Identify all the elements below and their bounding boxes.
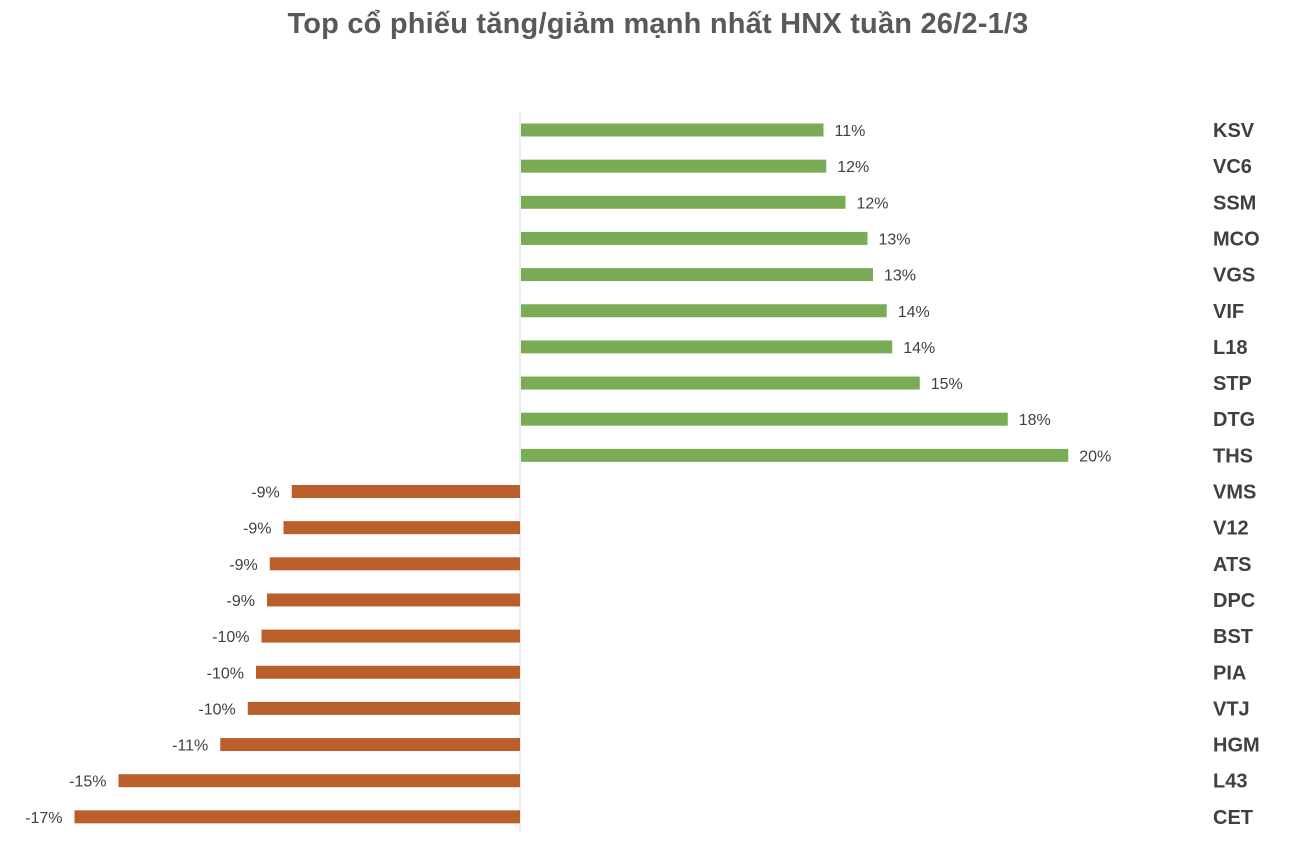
- data-label-dpc: -9%: [227, 593, 255, 610]
- category-label-dtg: DTG: [1213, 409, 1255, 431]
- bar-bst: [261, 629, 520, 643]
- category-label-ats: ATS: [1213, 554, 1252, 576]
- bar-mco: [521, 231, 868, 245]
- data-label-vtj: -10%: [198, 701, 235, 718]
- category-label-vtj: VTJ: [1213, 698, 1250, 720]
- bar-hgm: [220, 738, 520, 752]
- bar-l43: [118, 774, 520, 788]
- bar-ats: [269, 557, 520, 571]
- category-label-ssm: SSM: [1213, 192, 1256, 214]
- bar-ssm: [521, 195, 846, 209]
- data-label-pia: -10%: [207, 665, 244, 682]
- category-label-l18: L18: [1213, 337, 1247, 359]
- category-label-v12: V12: [1213, 518, 1249, 540]
- bar-ths: [521, 448, 1069, 462]
- data-label-vif: 14%: [898, 304, 930, 321]
- category-label-ths: THS: [1213, 445, 1253, 467]
- data-label-cet: -17%: [25, 810, 62, 827]
- category-label-l43: L43: [1213, 771, 1247, 793]
- category-label-mco: MCO: [1213, 228, 1260, 250]
- bar-dpc: [267, 593, 520, 607]
- data-label-l43: -15%: [69, 774, 106, 791]
- data-label-vms: -9%: [251, 485, 279, 502]
- category-label-bst: BST: [1213, 626, 1253, 648]
- category-label-dpc: DPC: [1213, 590, 1255, 612]
- data-label-ksv: 11%: [835, 123, 866, 140]
- bar-vc6: [521, 159, 827, 173]
- data-label-l18: 14%: [903, 340, 935, 357]
- category-label-pia: PIA: [1213, 662, 1246, 684]
- category-label-vif: VIF: [1213, 301, 1244, 323]
- data-label-v12: -9%: [243, 521, 271, 538]
- bar-l18: [521, 340, 893, 354]
- category-label-ksv: KSV: [1213, 120, 1255, 142]
- bar-v12: [283, 521, 520, 535]
- data-label-hgm: -11%: [172, 738, 208, 755]
- bar-vif: [521, 304, 887, 318]
- data-label-mco: 13%: [879, 231, 911, 248]
- bar-stp: [521, 376, 920, 390]
- bar-vgs: [521, 268, 873, 282]
- data-label-stp: 15%: [931, 376, 963, 393]
- category-label-stp: STP: [1213, 373, 1252, 395]
- bar-ksv: [521, 123, 824, 137]
- chart-title: Top cổ phiếu tăng/giảm mạnh nhất HNX tuầ…: [287, 8, 1029, 40]
- data-label-ats: -9%: [229, 557, 257, 574]
- data-label-dtg: 18%: [1019, 412, 1051, 429]
- category-label-vc6: VC6: [1213, 156, 1252, 178]
- data-label-ssm: 12%: [857, 195, 889, 212]
- data-label-bst: -10%: [212, 629, 249, 646]
- bar-vms: [291, 485, 520, 498]
- data-label-ths: 20%: [1079, 448, 1111, 465]
- bar-pia: [256, 665, 520, 679]
- category-label-hgm: HGM: [1213, 735, 1260, 757]
- category-label-vgs: VGS: [1213, 265, 1255, 287]
- category-label-cet: CET: [1213, 807, 1253, 829]
- bar-cet: [74, 810, 520, 824]
- category-label-vms: VMS: [1213, 482, 1256, 504]
- bar-vtj: [247, 701, 520, 715]
- data-label-vgs: 13%: [884, 268, 916, 285]
- data-label-vc6: 12%: [837, 159, 869, 176]
- bar-dtg: [521, 412, 1008, 426]
